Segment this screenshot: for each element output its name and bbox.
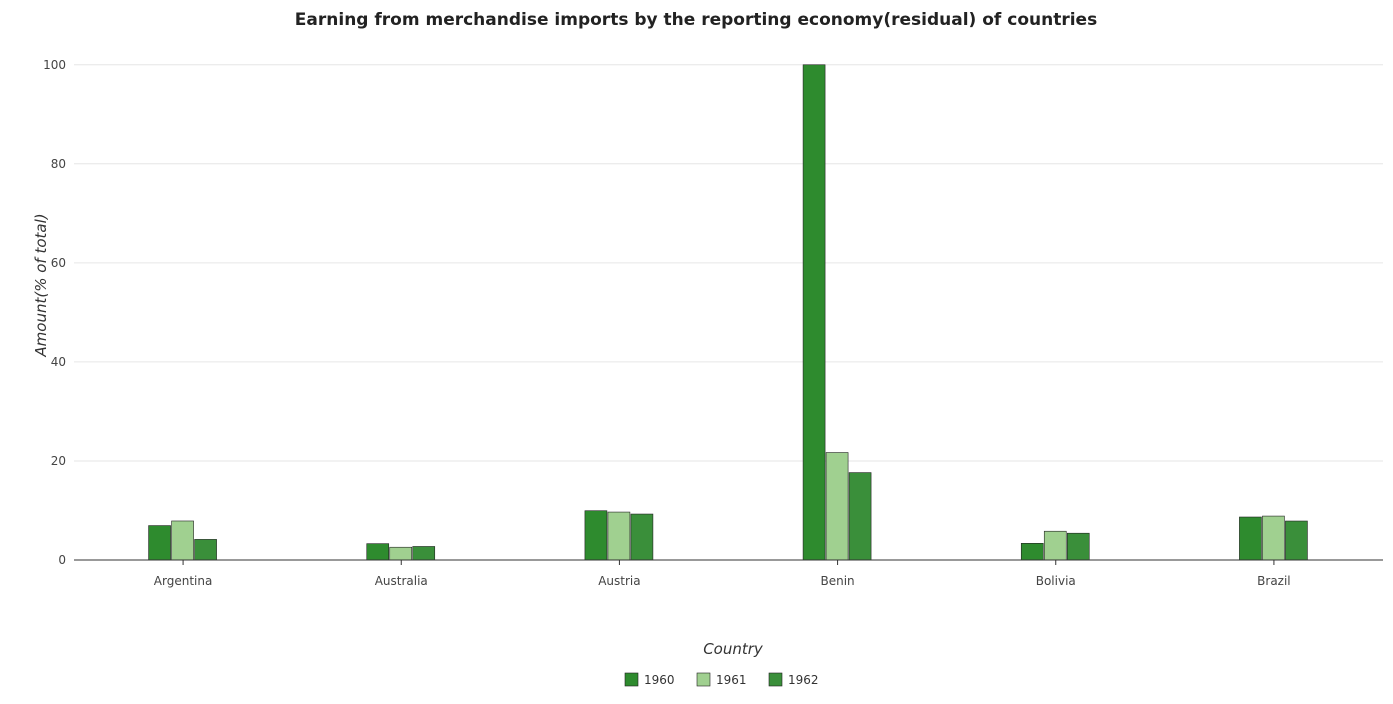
bar-1961-brazil [1262,515,1285,561]
y-tick-label: 0 [58,553,66,567]
x-tick-label: Australia [375,574,428,588]
y-tick-label: 60 [51,256,66,270]
gridlines [74,64,1383,561]
legend-swatch-1962 [768,672,783,687]
bar-1961-bolivia [1043,530,1067,561]
y-tick-label: 20 [51,454,66,468]
legend-label-1961: 1961 [716,673,747,687]
y-tick-label: 80 [51,157,66,171]
bar-1962-benin [848,472,872,561]
x-axis-title: Country [703,640,764,658]
y-tick-label: 100 [43,58,66,72]
bar-1960-benin [802,64,826,561]
chart-title: Earning from merchandise imports by the … [295,10,1097,30]
bar-1962-brazil [1285,520,1308,561]
x-tick-label: Bolivia [1036,574,1076,588]
bar-1962-bolivia [1066,532,1090,561]
legend-label-1962: 1962 [788,673,819,687]
bar-1961-benin [825,452,849,561]
x-tick-label: Benin [820,574,854,588]
bar-1960-australia [366,543,390,561]
y-axis-title: Amount(% of total) [32,213,50,357]
bar-1960-argentina [148,525,171,561]
bars [148,64,1308,561]
bar-1960-bolivia [1020,543,1044,561]
legend-swatch-1961 [696,672,711,687]
bar-1962-austria [630,513,654,561]
bar-1960-brazil [1239,516,1262,561]
bar-1960-austria [584,510,608,561]
y-tick-label: 40 [51,355,66,369]
legend: 1960 1961 1962 [624,672,819,687]
bar-1961-argentina [171,520,194,561]
x-tick-label: Brazil [1257,574,1291,588]
legend-swatch-1960 [624,672,639,687]
x-tick-label: Argentina [154,574,213,588]
x-tick-label: Austria [598,574,640,588]
bar-1961-austria [607,511,631,561]
legend-label-1960: 1960 [644,673,675,687]
bar-1962-argentina [194,539,217,561]
bar-1962-australia [412,546,436,561]
axes: 0 20 40 60 80 100 Argentina Australia Austria Ben… [43,58,1383,588]
bar-1961-australia [389,546,413,561]
